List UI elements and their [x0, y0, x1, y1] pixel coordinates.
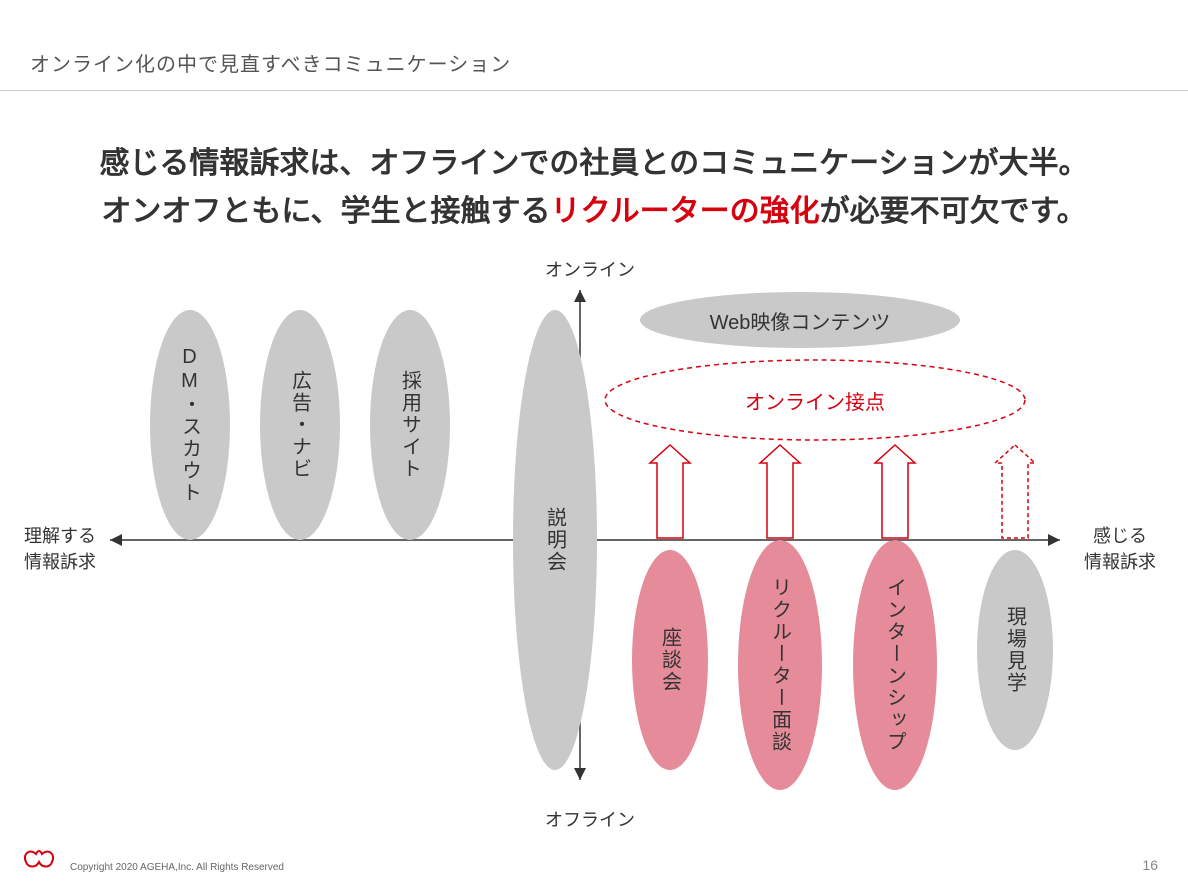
ellipse-label-zadankai: 座談会 [632, 550, 708, 770]
ellipse-label-setsumeikai: 説明会 [513, 310, 597, 770]
ellipse-label-recruiter: リクルーター面談 [738, 540, 822, 790]
headline-line2a: オンオフともに、学生と接触する [101, 195, 550, 228]
ellipse-text-zadankai: 座談会 [656, 627, 685, 693]
arrow-up-1 [760, 445, 800, 538]
arrow-up-3 [995, 445, 1035, 538]
header-divider [0, 90, 1188, 91]
axis-label-right: 感じる情報訴求 [1060, 522, 1180, 574]
ellipse-text-setsumeikai: 説明会 [541, 507, 570, 573]
quadrant-diagram: DM・スカウト 広告・ナビ 採用サイト説明会座談会 リクルーター面談 インターンシップ 現… [100, 270, 1090, 810]
ellipse-text-internship: インターンシップ [881, 577, 910, 753]
ellipse-text-recruiter: リクルーター面談 [766, 577, 795, 753]
slide: オンライン化の中で見直すべきコミュニケーション 感じる情報訴求は、オフラインでの… [0, 0, 1188, 891]
axis-label-bottom: オフライン [530, 806, 650, 832]
copyright-text: Copyright 2020 AGEHA,Inc. All Rights Res… [70, 862, 284, 873]
ellipse-label-internship: インターンシップ [853, 540, 937, 790]
headline: 感じる情報訴求は、オフラインでの社員とのコミュニケーションが大半。 オンオフとも… [0, 140, 1188, 236]
ellipse-text-ad-navi: 広告・ナビ [286, 370, 315, 480]
footer: Copyright 2020 AGEHA,Inc. All Rights Res… [0, 843, 1188, 873]
ellipse-label-recruit-site: 採用サイト [370, 310, 450, 540]
ellipse-text-genba: 現場見学 [1001, 606, 1030, 694]
ellipse-label-genba: 現場見学 [977, 550, 1053, 750]
ellipse-label-dm-scout: DM・スカウト [150, 310, 230, 540]
axis-label-left: 理解する情報訴求 [0, 522, 120, 574]
headline-line2b: が必要不可欠です。 [820, 195, 1087, 228]
ellipse-text-web-video: Web映像コンテンツ [710, 306, 891, 335]
page-number: 16 [1142, 857, 1158, 873]
arrow-up-2 [875, 445, 915, 538]
ellipse-label-web-video: Web映像コンテンツ [640, 292, 960, 348]
page-subtitle: オンライン化の中で見直すべきコミュニケーション [30, 48, 511, 77]
axis-label-top: オンライン [530, 256, 650, 282]
online-touchpoint-label: オンライン接点 [605, 360, 1025, 440]
ellipse-text-dm-scout: DM・スカウト [176, 346, 205, 504]
headline-line1: 感じる情報訴求は、オフラインでの社員とのコミュニケーションが大半。 [99, 147, 1088, 180]
ageha-logo [18, 842, 58, 877]
ellipse-label-ad-navi: 広告・ナビ [260, 310, 340, 540]
headline-emphasis: リクルーターの強化 [551, 195, 820, 228]
arrow-up-0 [650, 445, 690, 538]
online-touchpoint-text: オンライン接点 [745, 386, 885, 415]
ellipse-text-recruit-site: 採用サイト [396, 370, 425, 480]
